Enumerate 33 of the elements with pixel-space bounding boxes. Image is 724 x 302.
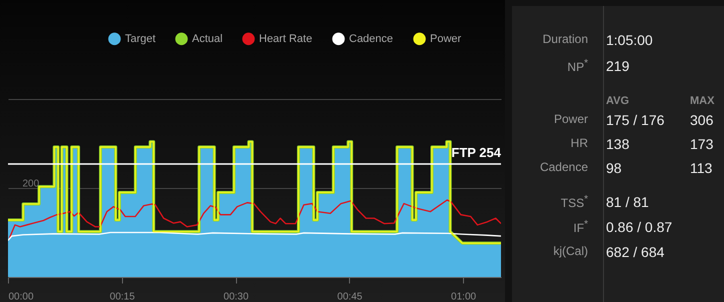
text: MAX (690, 95, 714, 107)
text: Cadence (540, 160, 588, 174)
x-tick-label: 01:00 (451, 292, 477, 302)
text: 0.86 / 0.87 (606, 219, 672, 235)
y-tick-label: 200 (22, 178, 40, 190)
text: 1:05:00 (606, 32, 653, 48)
x-tick-label: 00:45 (337, 292, 363, 302)
x-tick-label: 00:30 (224, 292, 249, 302)
legend-label: Target (125, 32, 156, 45)
text: IF$^{*}$ (573, 219, 588, 235)
legend-label: Heart Rate (259, 32, 312, 45)
text: HR (570, 136, 588, 150)
text: 138 (606, 136, 630, 152)
text: 173 (690, 136, 714, 152)
text: Power (554, 112, 588, 126)
text: kj(Cal) (553, 244, 588, 258)
text: 219 (606, 58, 630, 74)
text: 682 / 684 (606, 244, 664, 260)
x-tick-label: 00:00 (8, 292, 34, 302)
text: NP$^{*}$ (567, 58, 588, 74)
text: 113 (690, 160, 712, 176)
legend-label: Cadence (349, 32, 394, 45)
text: 175 / 176 (606, 112, 664, 128)
ref-line-label: FTP 254 (451, 144, 502, 160)
legend-label: Actual (192, 32, 223, 45)
legend-label: Power (430, 32, 462, 45)
x-tick-label: 00:15 (110, 292, 136, 302)
text: 81 / 81 (606, 194, 649, 210)
text: AVG (606, 95, 630, 107)
text: 306 (690, 112, 714, 128)
text: Duration (542, 32, 588, 46)
text: TSS$^{*}$ (560, 194, 588, 210)
text: 98 (606, 160, 622, 176)
